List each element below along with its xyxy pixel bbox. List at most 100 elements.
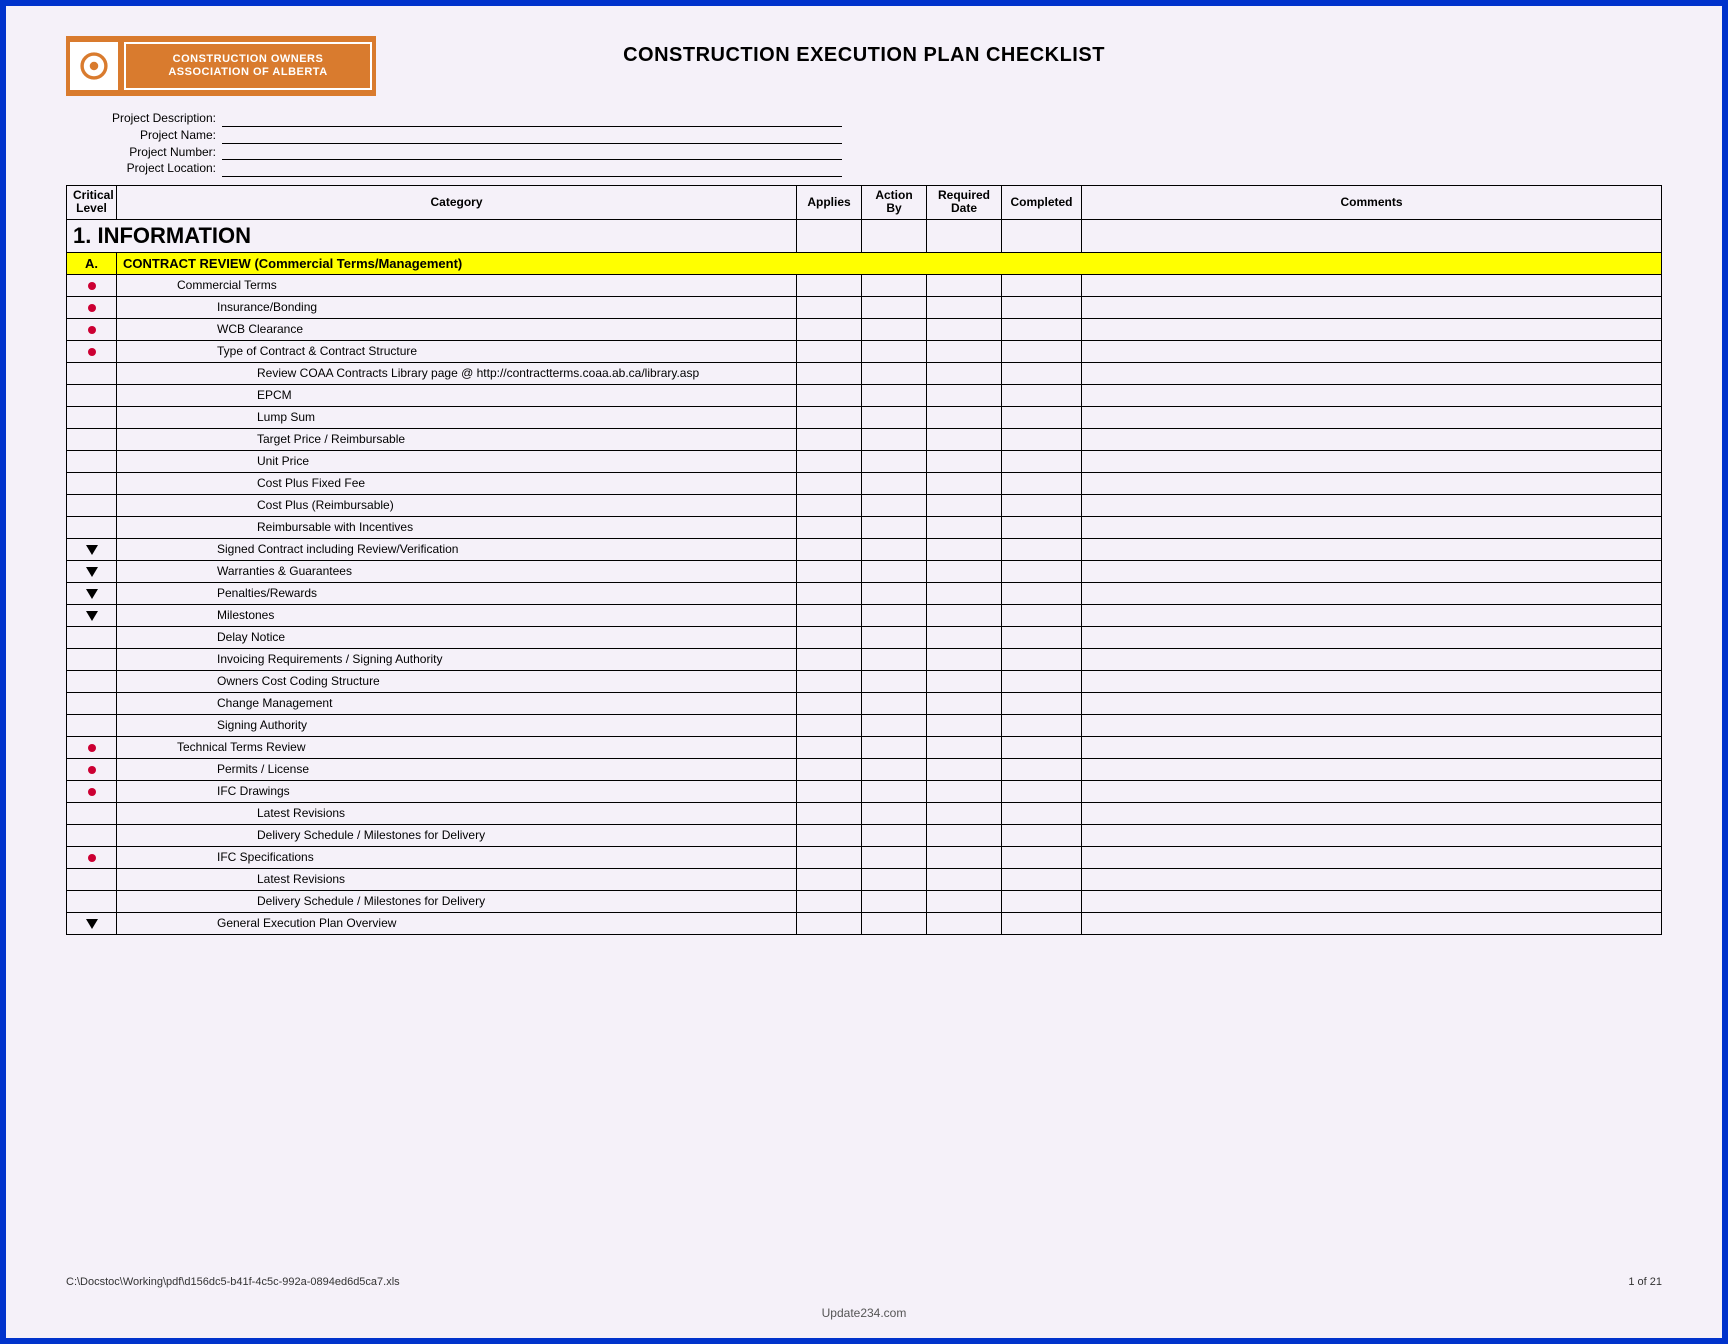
empty-cell	[797, 670, 862, 692]
empty-cell	[1082, 912, 1662, 934]
empty-cell	[862, 648, 927, 670]
gear-icon	[70, 42, 118, 90]
col-category: Category	[117, 186, 797, 219]
empty-cell	[797, 714, 862, 736]
checklist-row: Delay Notice	[67, 626, 1662, 648]
section-title-row: 1. INFORMATION	[67, 219, 1662, 252]
project-field-line	[222, 129, 842, 144]
critical-bullet-icon	[88, 326, 96, 334]
empty-cell	[862, 626, 927, 648]
empty-cell	[1002, 802, 1082, 824]
empty-cell	[927, 494, 1002, 516]
subsection-row: A.CONTRACT REVIEW (Commercial Terms/Mana…	[67, 252, 1662, 274]
checklist-row: IFC Drawings	[67, 780, 1662, 802]
empty-cell	[1002, 582, 1082, 604]
category-cell: IFC Specifications	[117, 846, 797, 868]
empty-cell	[797, 912, 862, 934]
category-cell: Signed Contract including Review/Verific…	[117, 538, 797, 560]
category-cell: Permits / License	[117, 758, 797, 780]
critical-cell	[67, 648, 117, 670]
checklist-row: WCB Clearance	[67, 318, 1662, 340]
footer-row: C:\Docstoc\Working\pdf\d156dc5-b41f-4c5c…	[66, 1276, 1662, 1288]
empty-cell	[1082, 428, 1662, 450]
empty-cell	[1082, 538, 1662, 560]
checklist-row: Delivery Schedule / Milestones for Deliv…	[67, 824, 1662, 846]
empty-cell	[1082, 670, 1662, 692]
empty-cell	[1002, 912, 1082, 934]
expand-arrow-icon	[86, 589, 98, 599]
critical-cell	[67, 626, 117, 648]
empty-cell	[862, 494, 927, 516]
empty-cell	[1082, 714, 1662, 736]
empty-cell	[862, 560, 927, 582]
empty-cell	[1082, 516, 1662, 538]
empty-cell	[1002, 494, 1082, 516]
empty-cell	[1082, 868, 1662, 890]
empty-cell	[927, 868, 1002, 890]
empty-cell	[1082, 472, 1662, 494]
critical-cell	[67, 824, 117, 846]
category-cell: Cost Plus (Reimbursable)	[117, 494, 797, 516]
empty-cell	[862, 802, 927, 824]
empty-cell	[797, 362, 862, 384]
empty-cell	[862, 670, 927, 692]
project-field-label: Project Description:	[66, 110, 222, 127]
critical-cell	[67, 362, 117, 384]
critical-cell	[67, 340, 117, 362]
document-title: CONSTRUCTION EXECUTION PLAN CHECKLIST	[376, 36, 1352, 67]
critical-cell	[67, 384, 117, 406]
critical-cell	[67, 890, 117, 912]
category-cell: Change Management	[117, 692, 797, 714]
checklist-row: Latest Revisions	[67, 802, 1662, 824]
empty-cell	[927, 219, 1002, 252]
empty-cell	[1082, 648, 1662, 670]
checklist-row: Reimbursable with Incentives	[67, 516, 1662, 538]
project-field-label: Project Location:	[66, 160, 222, 177]
empty-cell	[862, 362, 927, 384]
col-completed: Completed	[1002, 186, 1082, 219]
empty-cell	[927, 340, 1002, 362]
empty-cell	[797, 802, 862, 824]
category-cell: Delivery Schedule / Milestones for Deliv…	[117, 824, 797, 846]
header-row: CONSTRUCTION OWNERS ASSOCIATION OF ALBER…	[66, 36, 1662, 96]
category-cell: Insurance/Bonding	[117, 296, 797, 318]
empty-cell	[1002, 274, 1082, 296]
empty-cell	[1082, 802, 1662, 824]
empty-cell	[797, 516, 862, 538]
empty-cell	[927, 692, 1002, 714]
empty-cell	[1082, 384, 1662, 406]
empty-cell	[1082, 890, 1662, 912]
critical-cell	[67, 472, 117, 494]
empty-cell	[797, 626, 862, 648]
empty-cell	[862, 890, 927, 912]
empty-cell	[862, 692, 927, 714]
checklist-row: Latest Revisions	[67, 868, 1662, 890]
expand-arrow-icon	[86, 611, 98, 621]
empty-cell	[862, 604, 927, 626]
empty-cell	[797, 582, 862, 604]
critical-cell	[67, 912, 117, 934]
empty-cell	[1082, 758, 1662, 780]
project-field-row: Project Number:	[66, 144, 1662, 161]
footer-page: 1 of 21	[1628, 1276, 1662, 1288]
empty-cell	[1002, 670, 1082, 692]
empty-cell	[927, 472, 1002, 494]
checklist-row: Invoicing Requirements / Signing Authori…	[67, 648, 1662, 670]
critical-cell	[67, 604, 117, 626]
empty-cell	[1082, 274, 1662, 296]
empty-cell	[1082, 692, 1662, 714]
empty-cell	[797, 384, 862, 406]
category-cell: Warranties & Guarantees	[117, 560, 797, 582]
expand-arrow-icon	[86, 567, 98, 577]
empty-cell	[1002, 538, 1082, 560]
project-field-line	[222, 162, 842, 177]
critical-cell	[67, 582, 117, 604]
empty-cell	[797, 318, 862, 340]
empty-cell	[1082, 736, 1662, 758]
empty-cell	[927, 560, 1002, 582]
empty-cell	[797, 736, 862, 758]
checklist-row: Target Price / Reimbursable	[67, 428, 1662, 450]
empty-cell	[797, 538, 862, 560]
critical-cell	[67, 538, 117, 560]
org-name-line2: ASSOCIATION OF ALBERTA	[168, 66, 327, 79]
